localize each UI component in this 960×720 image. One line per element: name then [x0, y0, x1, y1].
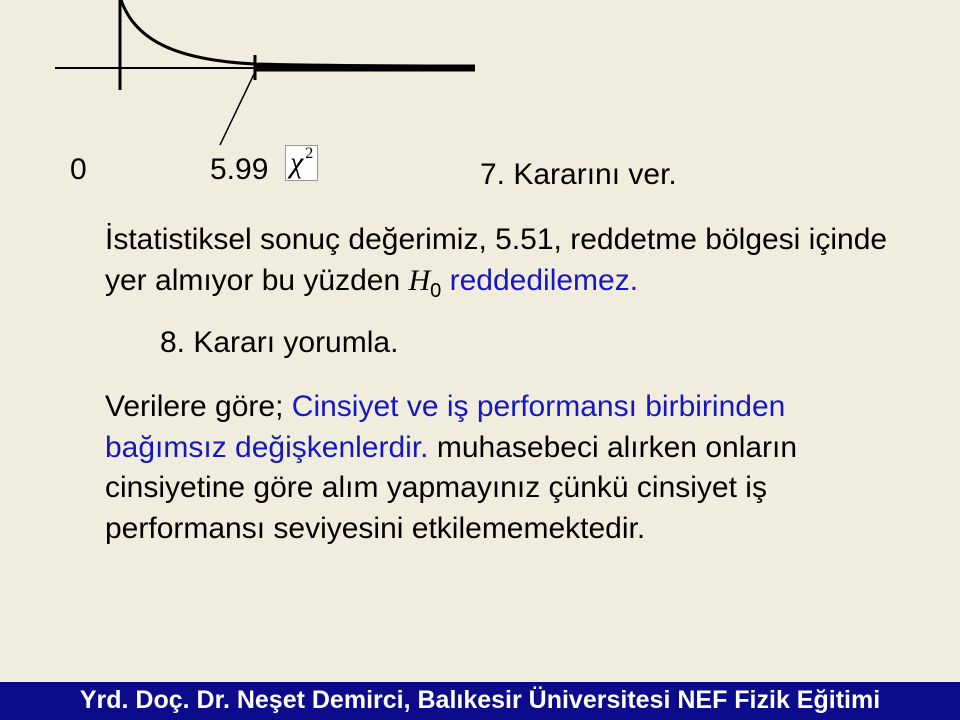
chi-square-curve-chart [55, 0, 555, 150]
chi-superscript: 2 [305, 146, 313, 162]
content-area: 0 5.99 χ 2 7. Kararını ver. İstatistikse… [60, 150, 900, 549]
h-symbol: H [408, 264, 430, 297]
statistical-result-paragraph: İstatistiksel sonuç değerimiz, 5.51, red… [105, 220, 890, 305]
chi-square-curve [121, 0, 475, 66]
pointer-line [220, 72, 255, 145]
slide: 0 5.99 χ 2 7. Kararını ver. İstatistikse… [0, 0, 960, 720]
interpretation-paragraph: Verilere göre; Cinsiyet ve iş performans… [105, 387, 900, 549]
stat-text-2: reddedilemez. [441, 264, 638, 297]
h-subscript: 0 [430, 280, 441, 302]
body-text-1: Verilere göre; [105, 390, 292, 423]
slide-footer: Yrd. Doç. Dr. Neşet Demirci, Balıkesir Ü… [0, 682, 960, 720]
chi-square-symbol: χ 2 [285, 145, 318, 181]
step-8-heading: 8. Kararı yorumla. [160, 323, 900, 364]
axis-zero-label: 0 [70, 150, 87, 191]
critical-value-label: 5.99 [210, 150, 268, 191]
step-7-heading: 7. Kararını ver. [480, 155, 677, 196]
chart-svg [55, 0, 555, 150]
chi-letter: χ [290, 148, 303, 178]
